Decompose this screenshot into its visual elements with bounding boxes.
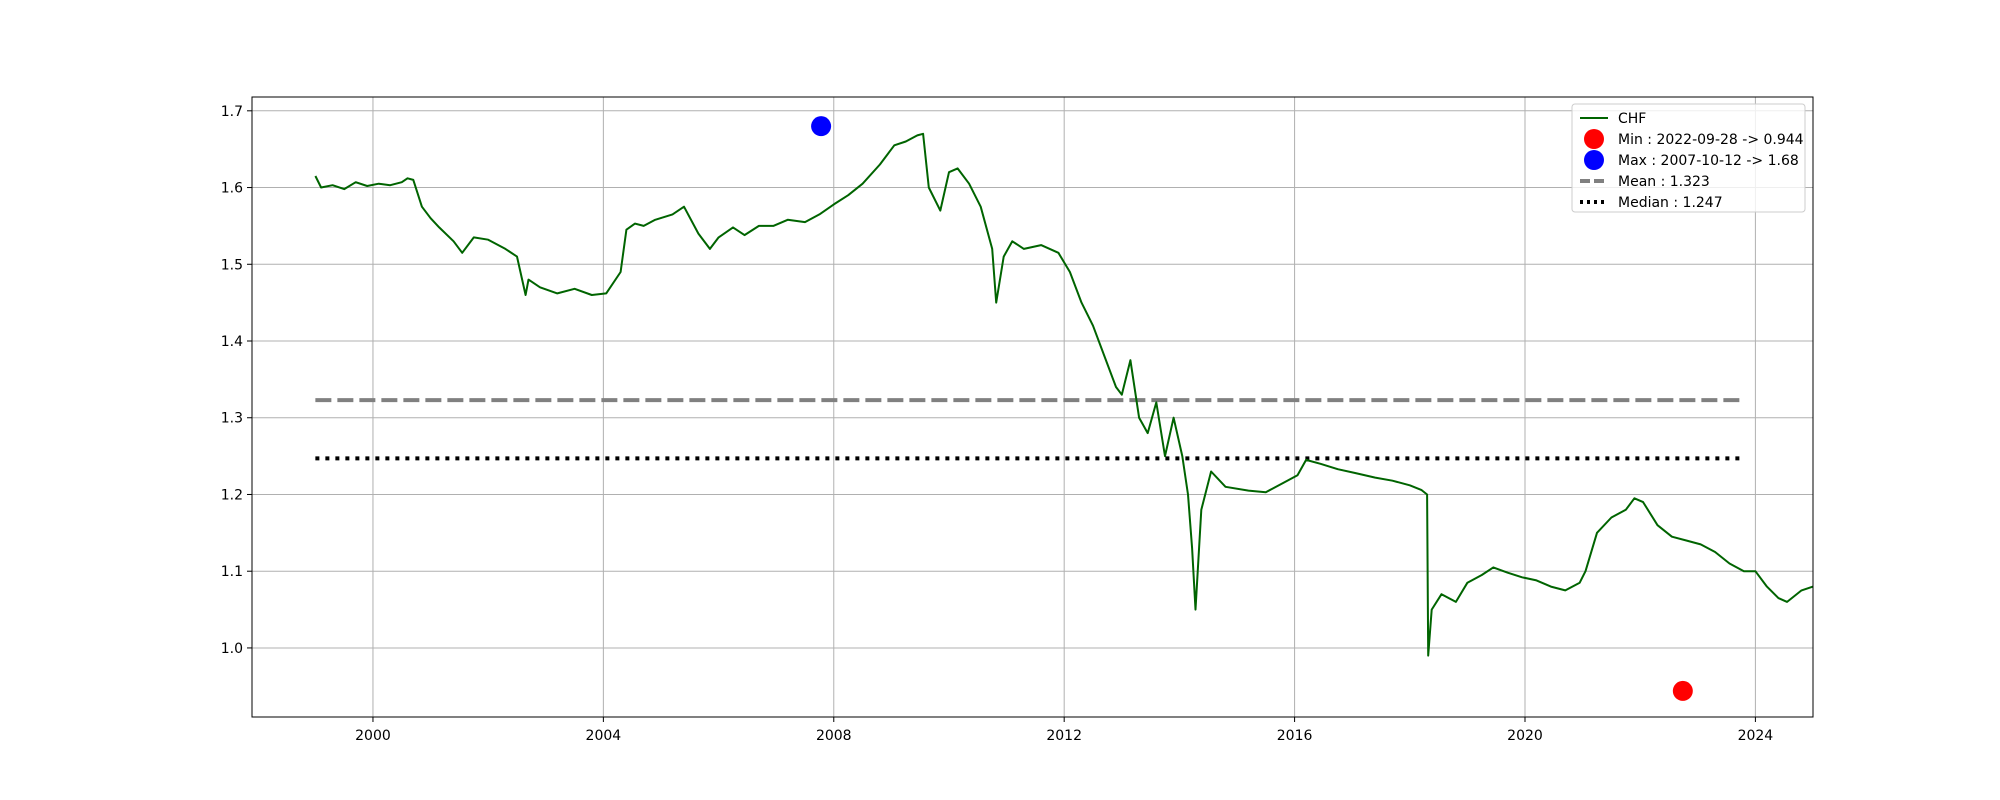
legend-label: Median : 1.247 [1618, 195, 1723, 211]
markers [811, 116, 1693, 701]
y-tick-label: 1.5 [221, 257, 243, 273]
legend-label: Mean : 1.323 [1618, 174, 1710, 190]
y-tick-label: 1.7 [221, 104, 243, 120]
y-tick-label: 1.6 [221, 181, 243, 197]
y-tick-label: 1.0 [221, 641, 243, 657]
min-marker [1672, 680, 1693, 701]
series-layer [314, 132, 1814, 657]
y-tick-label: 1.2 [221, 487, 243, 503]
max-marker [811, 116, 832, 137]
legend-swatch [1584, 150, 1604, 170]
series-line-chf [314, 132, 1814, 657]
x-axis: 2000 2004 2008 2012 2016 2020 2024 [355, 717, 1773, 744]
y-tick-label: 1.1 [221, 564, 243, 580]
legend-swatch [1584, 129, 1604, 149]
legend-label: Min : 2022-09-28 -> 0.944 [1618, 132, 1804, 148]
x-tick-label: 2016 [1277, 728, 1313, 744]
plot-frame [251, 96, 1814, 718]
x-tick-label: 2008 [816, 728, 852, 744]
reference-lines [315, 398, 1744, 461]
x-tick-label: 2024 [1738, 728, 1774, 744]
y-axis: 1.0 1.1 1.2 1.3 1.4 1.5 1.6 1.7 [221, 104, 252, 657]
legend: CHF Min : 2022-09-28 -> 0.944 Max : 2007-1… [1571, 103, 1806, 213]
legend-box [1571, 103, 1806, 213]
legend-label: Max : 2007-10-12 -> 1.68 [1618, 153, 1799, 169]
x-tick-label: 2000 [355, 728, 391, 744]
grid [252, 97, 1813, 717]
x-tick-label: 2012 [1046, 728, 1082, 744]
legend-label: CHF [1618, 111, 1646, 127]
x-tick-label: 2020 [1507, 728, 1543, 744]
y-tick-label: 1.4 [221, 334, 243, 350]
x-tick-label: 2004 [586, 728, 622, 744]
y-tick-label: 1.3 [221, 411, 243, 427]
